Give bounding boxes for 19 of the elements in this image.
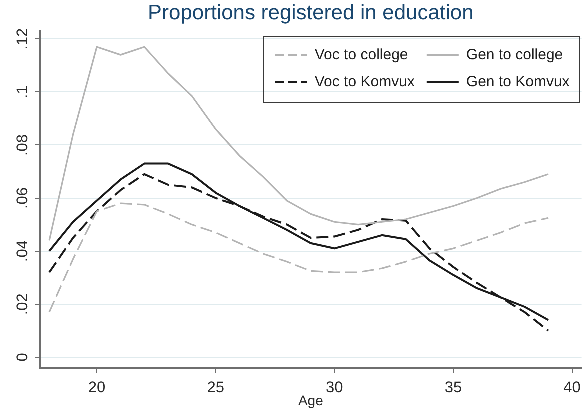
legend-label: Voc to Komvux: [314, 73, 416, 90]
y-tick-label: .12: [14, 28, 32, 50]
x-tick-label: 20: [88, 380, 106, 397]
legend-label: Gen to Komvux: [466, 73, 570, 90]
x-tick-label: 25: [207, 380, 224, 397]
y-tick-label: .02: [14, 294, 32, 316]
line-series: [48, 202, 550, 314]
y-tick-label: .06: [14, 187, 32, 210]
x-tick-label: 35: [444, 380, 462, 397]
y-tick-label: .1: [14, 86, 32, 99]
x-tick-label: 40: [564, 380, 582, 397]
legend-label: Gen to college: [466, 46, 564, 64]
y-tick-label: 0: [14, 352, 32, 362]
x-tick-label: 30: [326, 380, 344, 397]
legend-label: Voc to college: [314, 46, 408, 64]
x-axis-title: Age: [298, 392, 324, 408]
y-tick-label: .04: [14, 240, 32, 262]
y-tick-label: .08: [14, 134, 32, 156]
chart-title: Proportions registered in education: [148, 1, 474, 24]
